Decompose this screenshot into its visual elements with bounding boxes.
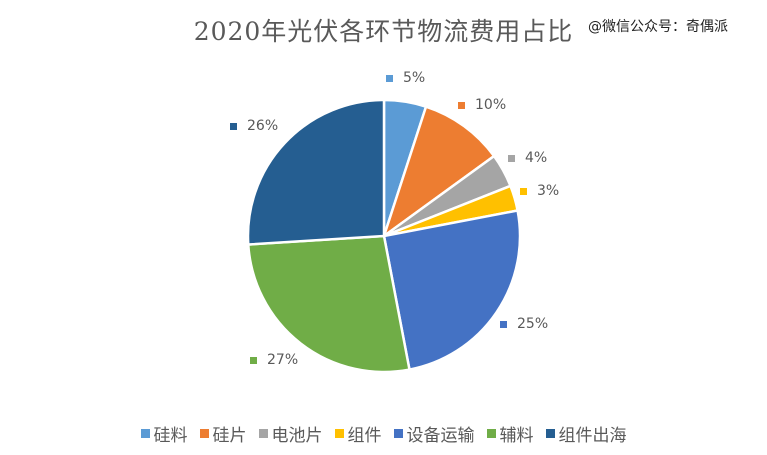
legend-item: 硅料: [140, 421, 188, 446]
legend-label: 硅片: [212, 426, 247, 446]
label-text: 26%: [247, 118, 279, 134]
label-text: 3%: [537, 183, 560, 199]
legend-label: 组件出海: [558, 426, 627, 446]
label-swatch-icon: [230, 122, 237, 130]
legend-swatch-icon: [545, 429, 555, 438]
label-text: 10%: [475, 97, 507, 113]
label-swatch-icon: [386, 74, 393, 82]
label-swatch-icon: [520, 187, 527, 195]
legend-swatch-icon: [140, 429, 150, 438]
data-label: 3%: [520, 183, 559, 199]
legend-item: 组件: [334, 421, 382, 446]
label-text: 27%: [267, 352, 299, 368]
legend-swatch-icon: [393, 429, 403, 438]
legend-item: 硅片: [199, 421, 247, 446]
legend-label: 设备运输: [406, 426, 475, 446]
legend-item: 电池片: [258, 421, 323, 446]
legend-item: 组件出海: [545, 421, 627, 446]
data-label: 26%: [230, 118, 278, 134]
legend-swatch-icon: [486, 429, 496, 438]
pie-slice-4: [382, 209, 522, 372]
legend-item: 设备运输: [393, 421, 475, 446]
label-swatch-icon: [250, 356, 257, 364]
chart-title: 2020年光伏各环节物流费用占比: [193, 17, 574, 46]
data-label: 5%: [386, 70, 425, 86]
legend-swatch-icon: [258, 429, 268, 438]
label-swatch-icon: [458, 101, 465, 109]
data-label: 4%: [508, 150, 547, 166]
legend-label: 硅料: [153, 426, 188, 446]
data-label: 10%: [458, 97, 506, 113]
legend: 硅料 硅片 电池片 组件 设备运输 辅料 组件出海: [0, 421, 767, 446]
label-text: 5%: [403, 70, 426, 86]
watermark: @微信公众号：奇偶派: [588, 19, 728, 35]
pie-slice-5: [246, 234, 411, 374]
legend-swatch-icon: [334, 429, 344, 438]
legend-label: 电池片: [271, 426, 323, 446]
label-swatch-icon: [500, 320, 507, 328]
label-swatch-icon: [508, 154, 515, 162]
legend-label: 辅料: [499, 426, 534, 446]
data-label: 27%: [250, 352, 298, 368]
label-text: 25%: [517, 316, 549, 332]
label-text: 4%: [525, 150, 548, 166]
legend-swatch-icon: [199, 429, 209, 438]
legend-item: 辅料: [486, 421, 534, 446]
data-label: 25%: [500, 316, 548, 332]
pie-slice-1: [381, 105, 496, 240]
pie-slice-6: [246, 98, 386, 246]
legend-label: 组件: [347, 426, 382, 446]
